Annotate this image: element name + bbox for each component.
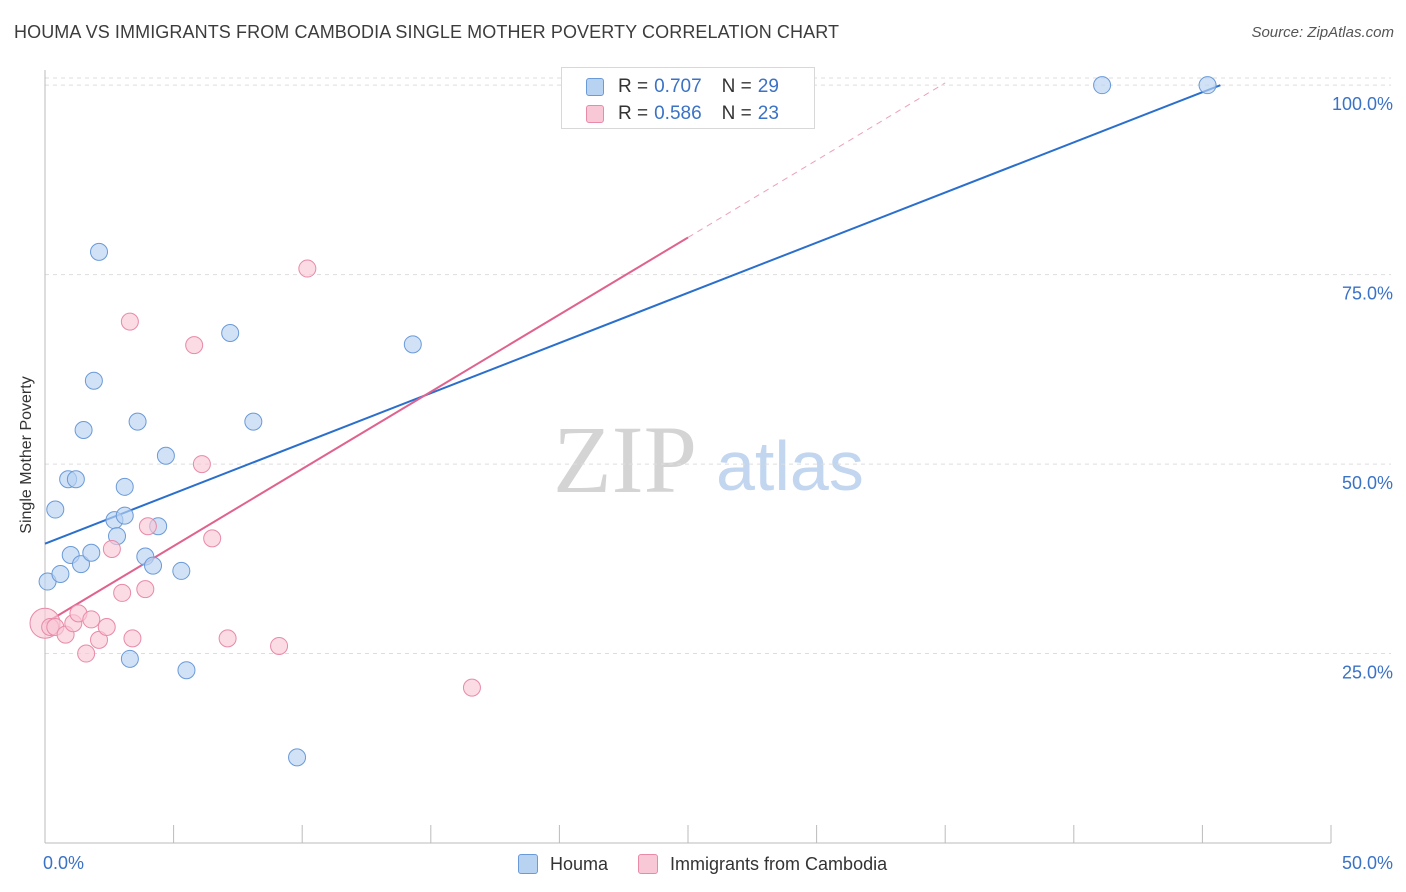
cambodia-point <box>82 610 101 629</box>
cambodia-point <box>138 517 157 536</box>
houma-point <box>156 446 175 465</box>
legend-label-cambodia: Immigrants from Cambodia <box>670 853 888 874</box>
n-value: 23 <box>757 103 779 124</box>
cambodia-point <box>203 529 222 548</box>
n-value: 29 <box>757 76 779 97</box>
watermark-zip: ZIP <box>553 406 697 513</box>
houma-point <box>128 412 147 431</box>
houma-point <box>90 242 109 261</box>
n-label: N = <box>721 76 752 97</box>
series-legend: Houma Immigrants from Cambodia <box>518 852 917 876</box>
source-credit: Source: ZipAtlas.com <box>1251 24 1394 41</box>
houma-point <box>172 561 191 580</box>
y-tick-label: 50.0% <box>1342 473 1393 493</box>
cambodia-point <box>136 580 155 599</box>
houma-point <box>51 564 70 583</box>
cambodia-point <box>113 583 132 602</box>
houma-point <box>1198 76 1217 95</box>
legend-item-houma[interactable]: Houma <box>518 854 608 875</box>
watermark: ZIP atlas <box>553 406 864 513</box>
y-tick-label: 25.0% <box>1342 663 1393 683</box>
cambodia-point <box>120 312 139 331</box>
houma-point <box>46 500 65 519</box>
cambodia-point <box>192 455 211 474</box>
houma-point <box>144 556 163 575</box>
houma-point <box>288 748 307 767</box>
n-label: N = <box>721 103 752 124</box>
houma-swatch <box>518 854 538 874</box>
legend-row-houma: R = 0.707 N = 29 <box>586 75 779 99</box>
y-tick-label: 100.0% <box>1332 94 1393 114</box>
x-tick-label: 50.0% <box>1342 853 1393 873</box>
tick-labels: 25.0% 50.0% 75.0% 100.0% 0.0% 50.0% <box>43 94 1393 873</box>
legend-label-houma: Houma <box>550 853 609 874</box>
trend-lines <box>44 82 1221 625</box>
houma-point <box>244 412 263 431</box>
houma-point <box>177 661 196 680</box>
data-points <box>29 76 1217 767</box>
watermark-atlas: atlas <box>716 427 864 505</box>
cambodia-point <box>270 636 289 655</box>
legend-row-cambodia: R = 0.586 N = 23 <box>586 102 779 126</box>
r-label: R = <box>618 103 649 124</box>
houma-point <box>120 649 139 668</box>
cambodia-swatch <box>586 105 604 123</box>
houma-point <box>115 506 134 525</box>
houma-point <box>1093 76 1112 95</box>
houma-point <box>403 335 422 354</box>
houma-point <box>74 420 93 439</box>
correlation-legend: R = 0.707 N = 29 R = 0.586 N = 23 <box>561 67 815 129</box>
legend-item-cambodia[interactable]: Immigrants from Cambodia <box>638 854 887 875</box>
chart-title: HOUMA VS IMMIGRANTS FROM CAMBODIA SINGLE… <box>14 22 840 42</box>
cambodia-point <box>102 539 121 558</box>
cambodia-point <box>218 629 237 648</box>
houma-trend-line <box>44 84 1221 545</box>
houma-point <box>221 323 240 342</box>
cambodia-swatch <box>638 854 659 874</box>
houma-point <box>84 371 103 390</box>
cambodia-point <box>97 618 116 637</box>
houma-point <box>82 543 101 562</box>
houma-point <box>72 555 91 574</box>
r-label: R = <box>618 76 649 97</box>
x-tick-label: 0.0% <box>43 853 84 873</box>
cambodia-point <box>462 678 481 697</box>
cambodia-point <box>298 259 317 278</box>
cambodia-point <box>185 336 204 355</box>
cambodia-point <box>123 629 142 648</box>
cambodia-point <box>77 644 96 663</box>
r-value: 0.586 <box>654 103 702 124</box>
houma-swatch <box>586 78 604 96</box>
gridlines <box>45 77 1391 655</box>
houma-point <box>115 477 134 496</box>
y-tick-label: 75.0% <box>1342 284 1393 304</box>
axes <box>44 70 1332 844</box>
houma-point <box>66 470 85 489</box>
r-value: 0.707 <box>654 76 702 97</box>
